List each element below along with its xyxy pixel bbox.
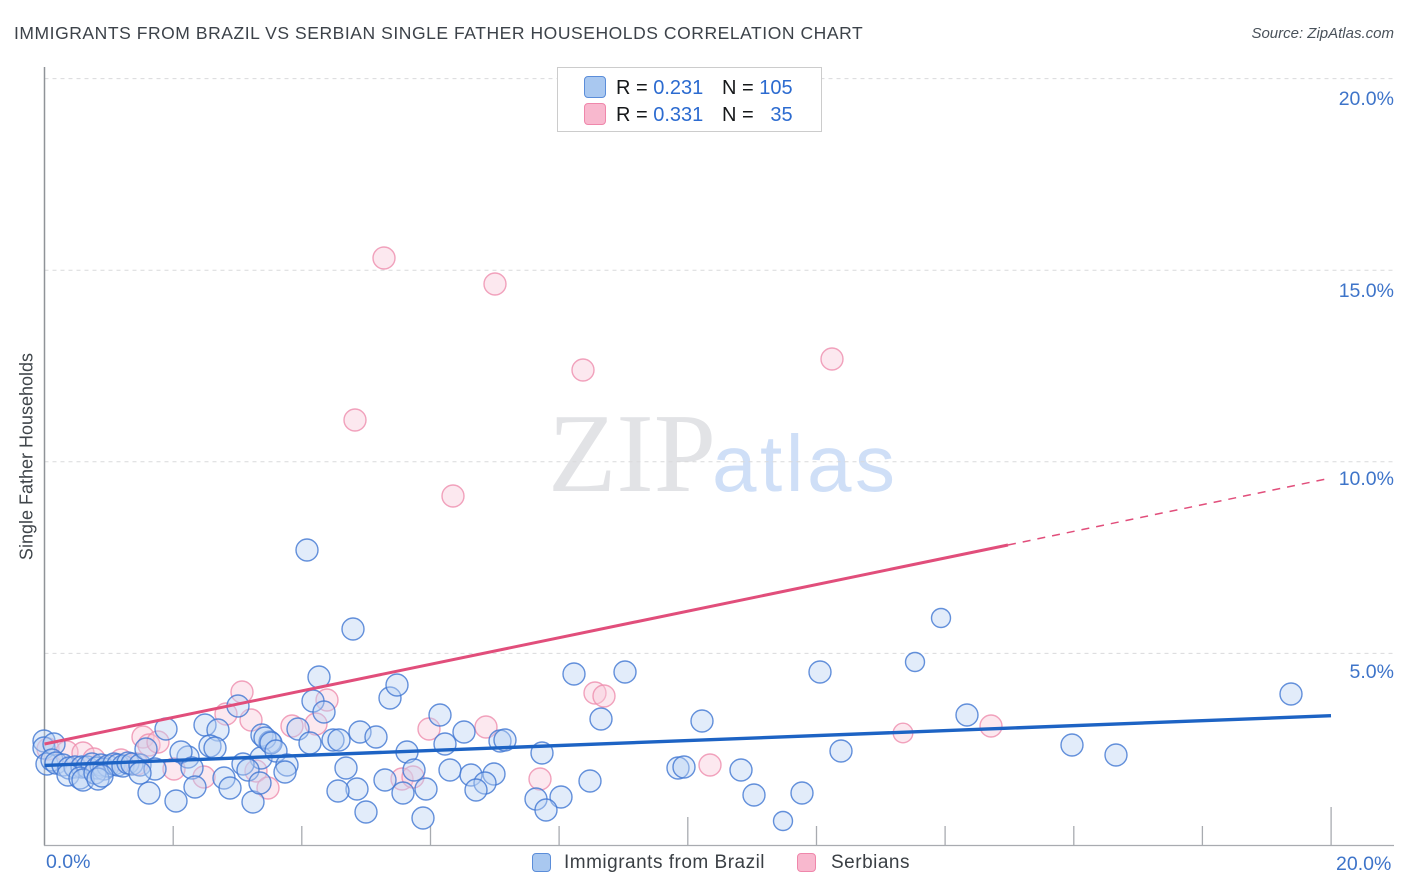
svg-text:ZIP: ZIP [548,392,716,516]
svg-text:atlas: atlas [712,419,898,508]
